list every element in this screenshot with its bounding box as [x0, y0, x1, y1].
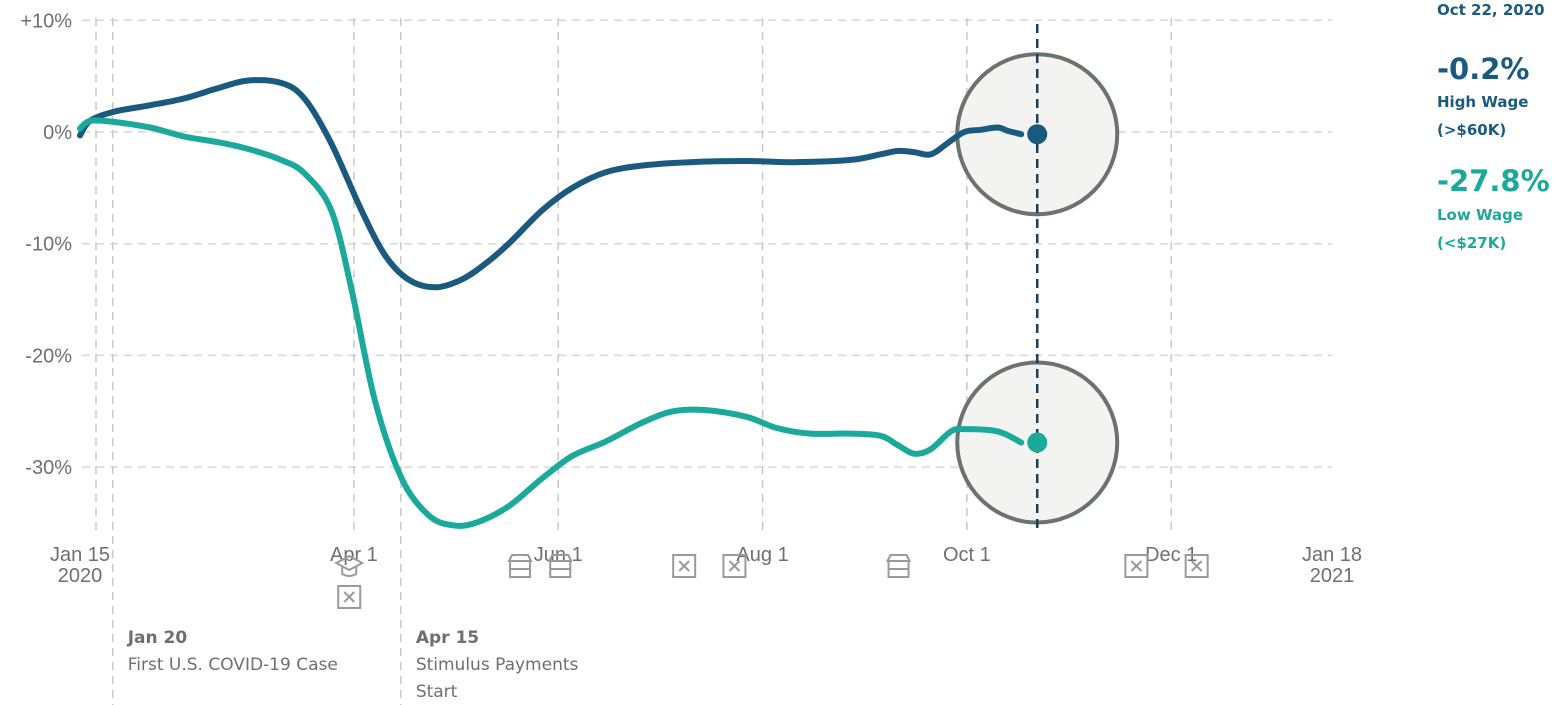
closure-x-icon [672, 554, 697, 578]
current-date-label: Oct 22, 2020 [1437, 1, 1545, 19]
store-icon [885, 554, 912, 578]
event-text: Start [416, 682, 458, 702]
closure-x-icon [1184, 554, 1209, 578]
event-text: Stimulus Payments [416, 655, 579, 675]
y-axis: +10% 0% -10% -20% -30% [20, 10, 72, 479]
low-wage-label: Low Wage [1437, 206, 1523, 224]
closure-x-icon [337, 585, 362, 609]
y-tick-label: 0% [43, 122, 72, 144]
high-wage-range: (>$60K) [1437, 121, 1507, 139]
event-title: Jan 20 [127, 628, 188, 648]
current-date-highlight [955, 24, 1120, 530]
store-icon [547, 554, 573, 578]
low-wage-range: (<$27K) [1437, 234, 1507, 252]
low-wage-endpoint [1027, 432, 1048, 453]
low-wage-line [77, 117, 1025, 529]
event-title: Apr 15 [416, 628, 479, 648]
series-endpoints [1027, 124, 1048, 453]
gridlines [82, 18, 1332, 532]
x-tick-label: Aug 1 [736, 544, 788, 566]
x-tick-label: 2021 [1310, 565, 1355, 587]
y-tick-label: +10% [20, 10, 72, 32]
x-tick-label: Oct 1 [943, 544, 991, 566]
store-icon [507, 554, 533, 578]
y-tick-label: -20% [25, 345, 72, 367]
school-icon [334, 554, 365, 577]
y-tick-label: -30% [25, 457, 72, 479]
high-wage-endpoint [1027, 124, 1048, 145]
x-tick-label: Jan 18 [1302, 544, 1362, 566]
high-wage-label: High Wage [1437, 93, 1529, 111]
high-wage-line [77, 77, 1025, 291]
event-text: First U.S. COVID-19 Case [128, 655, 338, 675]
x-tick-label: 2020 [58, 565, 103, 587]
event-markers [111, 18, 402, 705]
event-icons [334, 554, 1209, 609]
y-tick-label: -10% [25, 234, 72, 256]
x-tick-label: Dec 1 [1145, 544, 1197, 566]
event-annotations: Jan 20 First U.S. COVID-19 Case Apr 15 Stim… [127, 628, 579, 702]
high-wage-value: -0.2% [1437, 52, 1530, 86]
closure-x-icon [1124, 554, 1149, 578]
low-wage-value: -27.8% [1437, 164, 1550, 198]
closure-x-icon [722, 554, 747, 578]
x-tick-label: Jan 15 [50, 544, 110, 566]
series-lines [77, 77, 1025, 529]
